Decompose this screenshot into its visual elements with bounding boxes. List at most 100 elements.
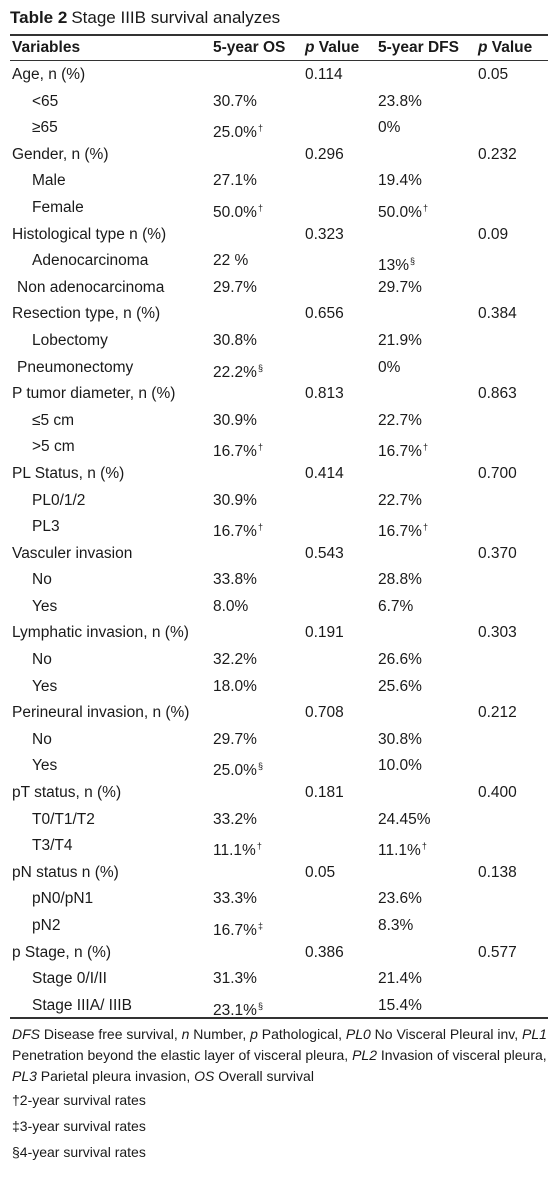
os-value-text: 22 % xyxy=(213,252,249,270)
table-row: pN status n (%) 0.05 0.138 xyxy=(0,860,559,887)
row-label-text: PL Status, n (%) xyxy=(12,464,125,482)
abbrev-definition: Number, xyxy=(189,1026,251,1042)
table-row: No 29.7% 30.8% xyxy=(0,727,559,754)
os-p-value: 0.414 xyxy=(305,461,344,488)
dfs-value: 25.6% xyxy=(378,674,422,701)
row-label: PL3 xyxy=(32,514,60,541)
dfs-p-value-text: 0.384 xyxy=(478,305,517,323)
dfs-value-footnote-mark: † xyxy=(422,442,428,453)
dfs-value-text: 0% xyxy=(378,358,401,376)
row-label: Non adenocarcinoma xyxy=(17,275,164,302)
dfs-p-value-text: 0.05 xyxy=(478,66,509,83)
abbrev-definition: Invasion of visceral pleura, xyxy=(377,1047,547,1063)
os-p-value: 0.656 xyxy=(305,301,344,328)
abbrev-definition: Penetration beyond the elastic layer of … xyxy=(12,1047,353,1063)
row-label: PL Status, n (%) xyxy=(12,461,124,488)
os-p-value-text: 0.543 xyxy=(305,544,344,562)
table-row: Stage IIIA/ IIIB 23.1%§ 15.4% xyxy=(0,993,559,1020)
row-label: ≥65 xyxy=(32,115,58,142)
row-label-text: Lobectomy xyxy=(32,331,108,349)
table-row: Resection type, n (%) 0.656 0.384 xyxy=(0,301,559,328)
os-value: 32.2% xyxy=(213,647,257,674)
os-p-value: 0.813 xyxy=(305,381,344,408)
dfs-value-text: 22.7% xyxy=(378,411,422,429)
os-value: 25.0%† xyxy=(213,115,263,147)
os-p-value: 0.05 xyxy=(305,860,335,887)
dfs-value-text: 21.9% xyxy=(378,331,422,349)
row-label: Male xyxy=(32,168,66,195)
row-label: Yes xyxy=(32,674,57,701)
dfs-p-value: 0.05 xyxy=(478,62,508,89)
os-value: 33.8% xyxy=(213,567,257,594)
row-label: Adenocarcinoma xyxy=(32,248,148,275)
os-p-value-text: 0.181 xyxy=(305,784,344,802)
dfs-value-text: 13% xyxy=(378,257,410,275)
table-row: Male 27.1% 19.4% xyxy=(0,168,559,195)
dfs-value-text: 16.7% xyxy=(378,443,422,461)
abbrev-term: p xyxy=(250,1026,258,1042)
dfs-p-value: 0.303 xyxy=(478,620,517,647)
row-label-text: No xyxy=(32,651,52,669)
header-variables: Variables xyxy=(12,39,81,56)
dfs-value-text: 26.6% xyxy=(378,651,422,669)
row-label: T0/T1/T2 xyxy=(32,807,95,834)
table-row: Pneumonectomy 22.2%§ 0% xyxy=(0,355,559,382)
dfs-value-text: 29.7% xyxy=(378,278,422,296)
table-row: T0/T1/T2 33.2% 24.45% xyxy=(0,807,559,834)
os-value: 11.1%† xyxy=(213,833,262,865)
dfs-value-text: 0% xyxy=(378,119,401,137)
os-p-value-text: 0.296 xyxy=(305,145,344,163)
row-label-text: Pneumonectomy xyxy=(17,358,134,376)
os-value-footnote-mark: § xyxy=(257,761,263,772)
row-label-text: T3/T4 xyxy=(32,837,73,855)
abbrev-definition: Parietal pleura invasion, xyxy=(36,1068,195,1084)
dfs-p-value: 0.577 xyxy=(478,940,517,967)
row-label-text: Perineural invasion, n (%) xyxy=(12,704,190,722)
os-value-text: 22.2% xyxy=(213,363,257,381)
dfs-value: 8.3% xyxy=(378,913,413,940)
row-label: Age, n (%) xyxy=(12,62,85,89)
footnote-double-dagger: ‡3-year survival rates xyxy=(12,1118,146,1134)
abbrev-term: PL0 xyxy=(345,1026,371,1042)
row-label-text: p Stage, n (%) xyxy=(12,943,112,961)
footnote-dagger: †2-year survival rates xyxy=(12,1092,146,1108)
row-label-text: Resection type, n (%) xyxy=(12,305,161,323)
row-label: Stage IIIA/ IIIB xyxy=(32,993,132,1020)
row-label-text: Gender, n (%) xyxy=(12,145,109,163)
dfs-value: 26.6% xyxy=(378,647,422,674)
table-row: Lobectomy 30.8% 21.9% xyxy=(0,328,559,355)
os-p-value: 0.323 xyxy=(305,222,344,249)
dfs-value-text: 23.8% xyxy=(378,92,422,110)
abbrev-term: n xyxy=(181,1026,190,1042)
table-row: Yes 8.0% 6.7% xyxy=(0,594,559,621)
os-value-footnote-mark: § xyxy=(257,362,263,373)
row-label-text: Male xyxy=(32,172,66,190)
dfs-value: 10.0% xyxy=(378,753,422,780)
table-row: P tumor diameter, n (%) 0.813 0.863 xyxy=(0,381,559,408)
header-dfs-p-value: Value xyxy=(487,39,533,56)
dfs-value: 16.7%† xyxy=(378,514,428,546)
os-p-value-text: 0.708 xyxy=(305,704,344,722)
dfs-value-text: 6.7% xyxy=(378,597,414,615)
os-value-text: 16.7% xyxy=(213,922,257,939)
row-label: pN2 xyxy=(32,913,60,940)
os-value-text: 18.0% xyxy=(213,677,257,695)
table-title: Table 2 Stage IIIB survival analyzes xyxy=(10,8,280,28)
row-label: No xyxy=(32,567,52,594)
table-row: pT status, n (%) 0.181 0.400 xyxy=(0,780,559,807)
os-value: 18.0% xyxy=(213,674,257,701)
row-label: Stage 0/I/II xyxy=(32,966,107,993)
table-row: Female 50.0%† 50.0%† xyxy=(0,195,559,222)
dfs-value: 0% xyxy=(378,115,400,142)
dfs-value-footnote-mark: † xyxy=(421,841,427,852)
os-p-value-text: 0.323 xyxy=(305,225,344,243)
os-value-text: 25.0% xyxy=(213,124,257,142)
dfs-value: 6.7% xyxy=(378,594,413,621)
os-p-value: 0.181 xyxy=(305,780,344,807)
os-value-text: 23.1% xyxy=(213,1001,257,1019)
table-label: Table 2 xyxy=(10,8,68,27)
table-row: p Stage, n (%) 0.386 0.577 xyxy=(0,940,559,967)
row-label-text: pN status n (%) xyxy=(12,863,119,881)
row-label-text: Vasculer invasion xyxy=(12,544,133,562)
os-value: 27.1% xyxy=(213,168,257,195)
